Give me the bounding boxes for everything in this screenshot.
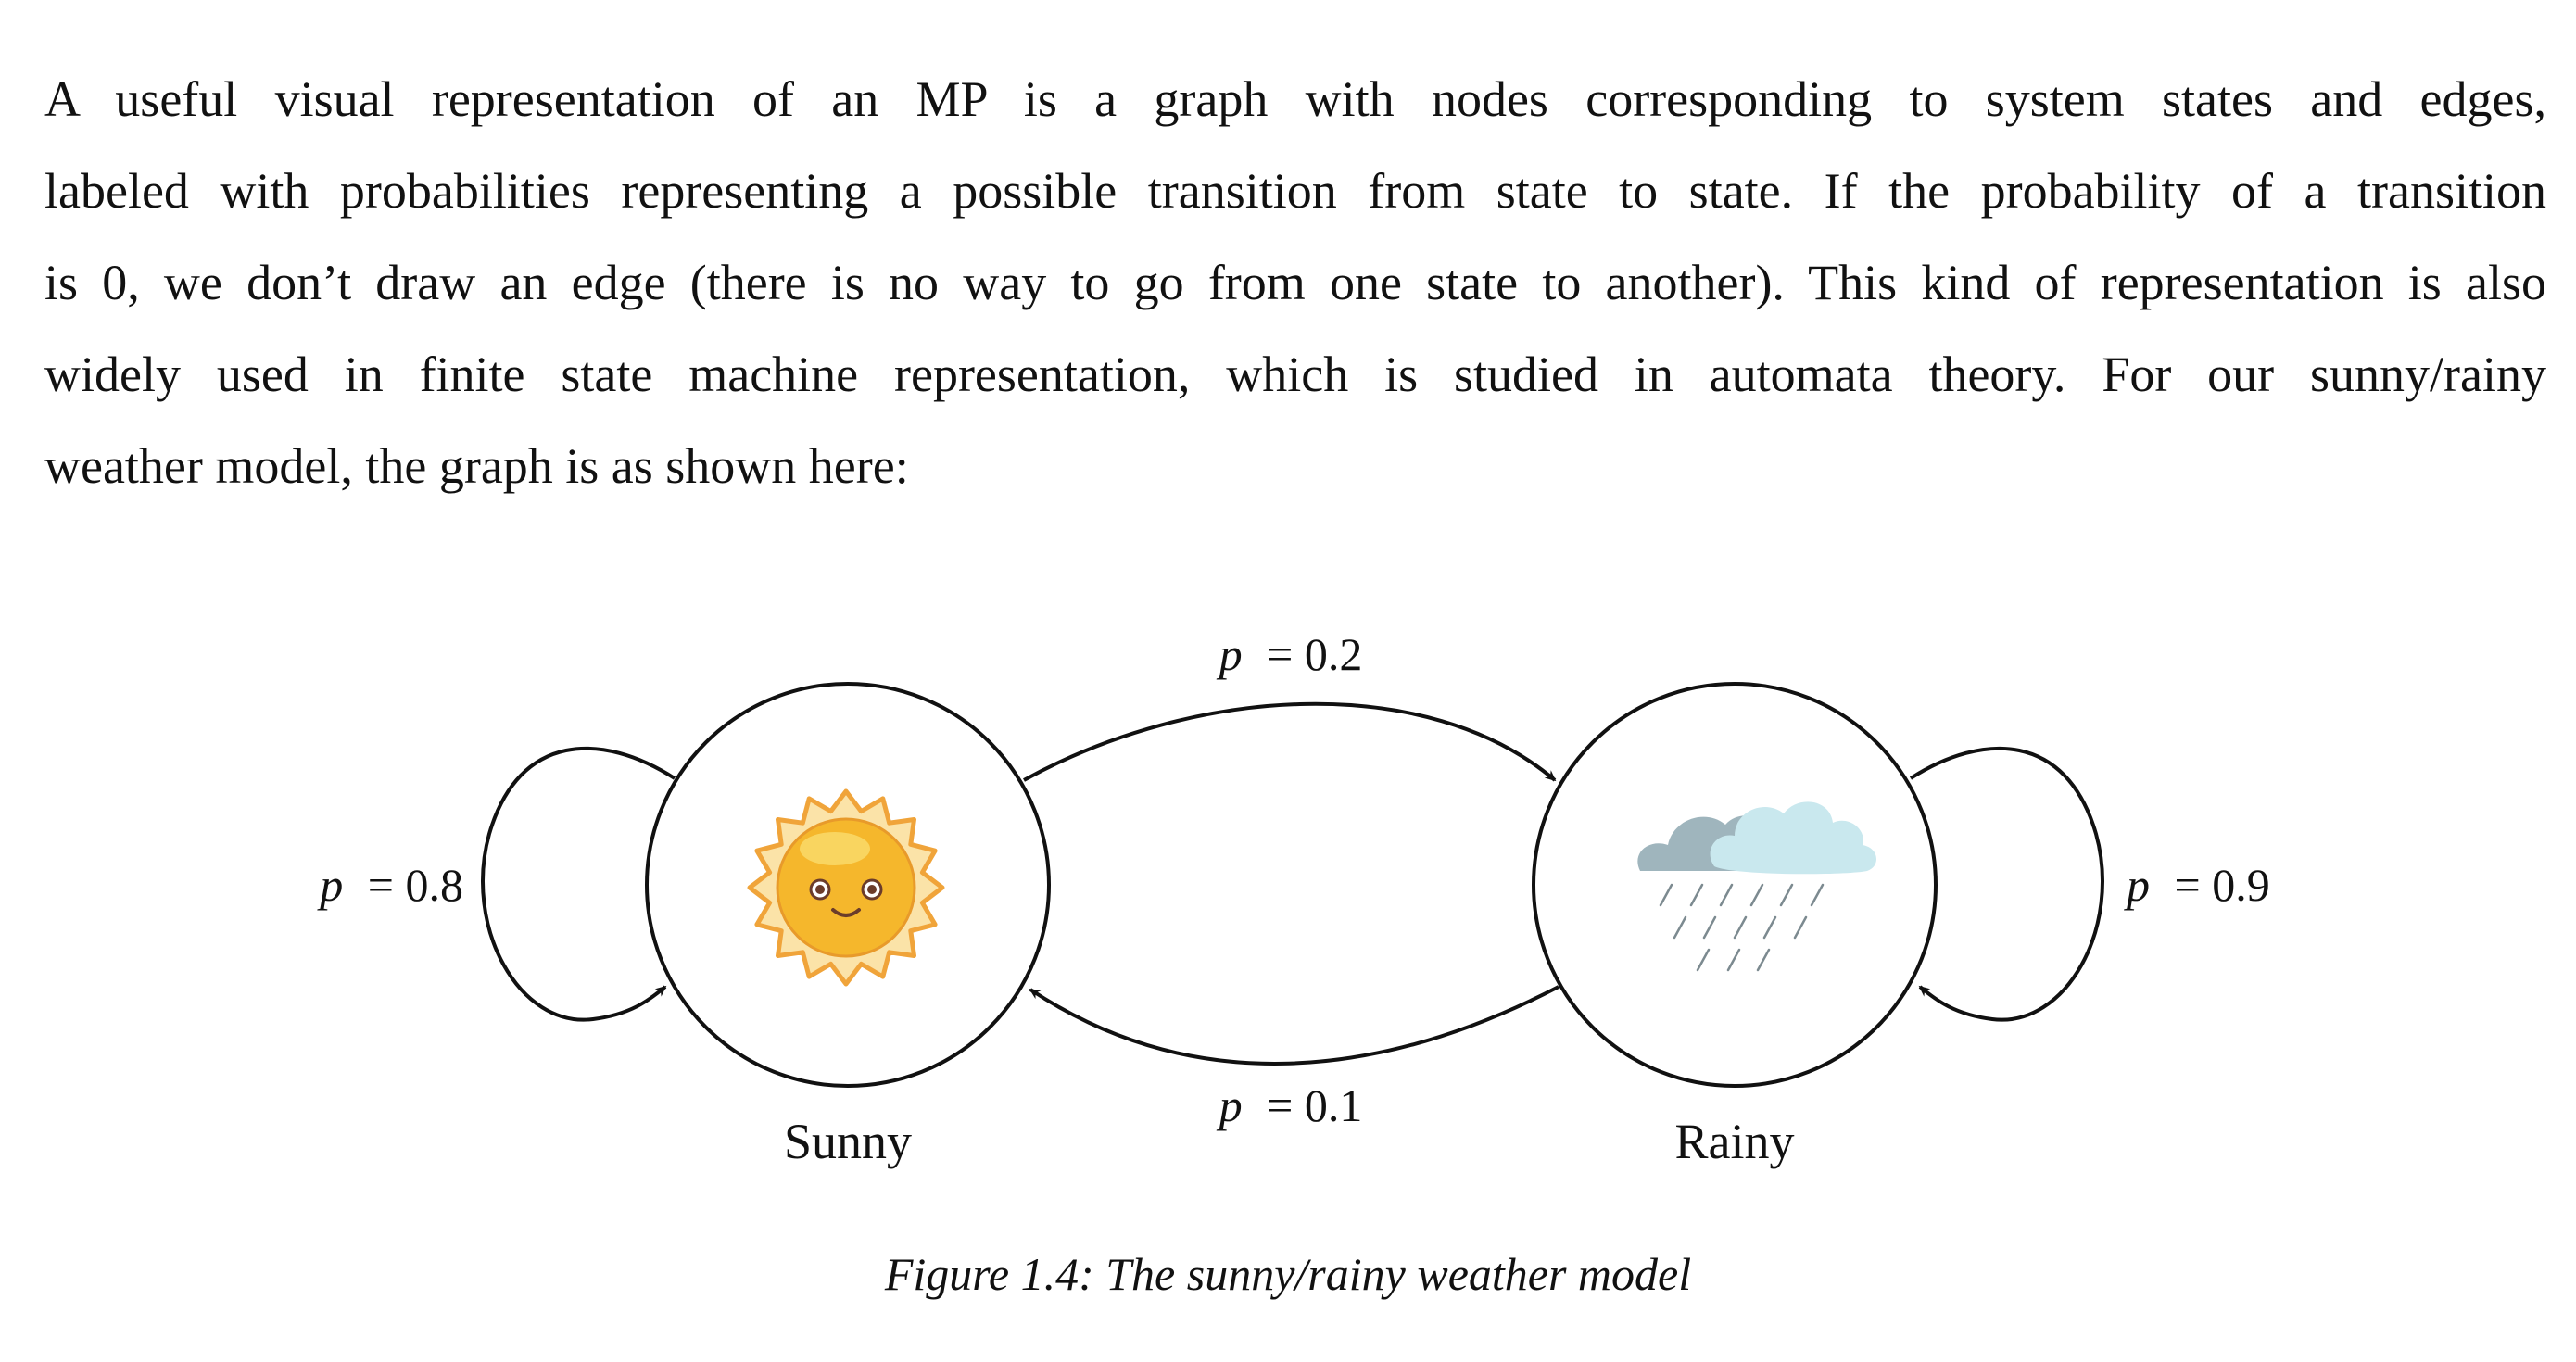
sun-smile — [831, 908, 861, 917]
state-node-rainy — [1532, 682, 1938, 1088]
probability-symbol: p — [1217, 628, 1243, 680]
probability-value: = 0.1 — [1267, 1079, 1362, 1131]
rain-drop — [1702, 915, 1717, 940]
edge-rainy-to-sunny — [1029, 985, 1559, 1066]
sun-highlight — [800, 832, 870, 865]
edge-rainy-to-rainy — [1909, 746, 2104, 1022]
probability-symbol: p — [2124, 859, 2150, 911]
paragraph-line-4: widely used in finite state machine repr… — [44, 347, 2546, 402]
rain-drop — [1689, 883, 1704, 907]
rain-drop — [1810, 883, 1825, 907]
paragraph-line-5: weather model, the graph is as shown her… — [44, 438, 909, 494]
rain-drop — [1733, 915, 1748, 940]
rain-drop — [1762, 915, 1777, 940]
probability-value: = 0.2 — [1267, 628, 1362, 680]
sun-right-pupil — [867, 885, 877, 894]
edge-sunny-to-rainy — [1023, 701, 1557, 782]
rain-drop — [1719, 883, 1734, 907]
probability-value: = 0.9 — [2175, 859, 2270, 911]
probability-value: = 0.8 — [368, 859, 463, 911]
rain-drop — [1749, 883, 1764, 907]
transition-label-sunny-to-sunny: p = 0.8 — [317, 859, 463, 911]
paragraph-line-1: A useful visual representation of an MP … — [44, 71, 2546, 127]
rain-drop — [1756, 948, 1771, 972]
body-paragraph: A useful visual representation of an MP … — [44, 54, 2546, 512]
paragraph-line-3: is 0, we don’t draw an edge (there is no… — [44, 255, 2546, 310]
cloud-light — [1710, 801, 1877, 875]
sun-left-pupil — [815, 885, 825, 894]
rain-drop — [1659, 883, 1673, 907]
state-node-sunny — [645, 682, 1051, 1088]
rain-drops — [1659, 883, 1825, 972]
rain-drop — [1793, 915, 1808, 940]
rain-drop — [1726, 948, 1741, 972]
sun-icon — [747, 788, 945, 987]
transition-label-sunny-to-rainy: p = 0.2 — [1217, 628, 1363, 680]
state-label-rainy: Rainy — [1675, 1114, 1795, 1169]
figure-caption: Figure 1.4: The sunny/rainy weather mode… — [884, 1248, 1692, 1300]
paragraph-line-2: labeled with probabilities representing … — [44, 163, 2546, 219]
transition-label-rainy-to-rainy: p = 0.9 — [2124, 859, 2270, 911]
edge-sunny-to-sunny — [481, 746, 676, 1022]
transition-label-rainy-to-sunny: p = 0.1 — [1217, 1079, 1363, 1131]
rain-drop — [1673, 915, 1687, 940]
rain-drop — [1779, 883, 1794, 907]
rain-drop — [1696, 948, 1711, 972]
probability-symbol: p — [317, 859, 343, 911]
state-label-sunny: Sunny — [784, 1114, 912, 1169]
probability-symbol: p — [1217, 1079, 1243, 1131]
rain-cloud-icon — [1637, 801, 1877, 972]
